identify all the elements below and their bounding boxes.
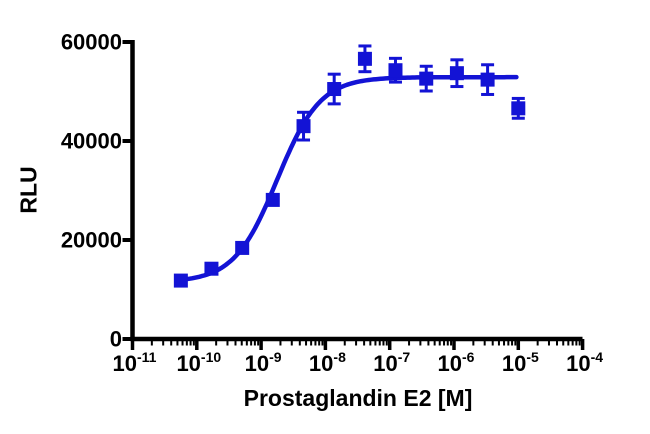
y-tick-label: 20000 [61, 228, 122, 253]
y-axis-title: RLU [15, 166, 42, 214]
x-axis-title: Prostaglandin E2 [M] [243, 385, 473, 411]
x-tick-label: 10-5 [502, 349, 539, 376]
x-tick-label: 10-9 [245, 349, 282, 376]
x-tick-label: 10-7 [373, 349, 410, 376]
x-tick-label: 10-10 [176, 349, 221, 376]
x-tick-label: 10-11 [113, 349, 157, 376]
data-point [204, 261, 219, 276]
data-point [357, 51, 372, 66]
y-tick-label: 40000 [61, 129, 122, 154]
y-tick-label: 0 [110, 327, 122, 352]
x-tick-label: 10-6 [438, 349, 475, 376]
data-point [296, 119, 311, 134]
data-point [388, 63, 403, 78]
fit-curve [175, 74, 519, 283]
data-point [511, 101, 526, 116]
data-point [449, 66, 464, 81]
x-tick-label: 10-8 [309, 349, 346, 376]
data-point [327, 82, 342, 97]
data-point [235, 240, 250, 255]
y-tick-label: 60000 [61, 30, 122, 55]
data-point [419, 71, 434, 86]
data-point [265, 192, 280, 207]
data-point [480, 72, 495, 87]
data-point [173, 273, 188, 288]
x-tick-label: 10-4 [566, 349, 603, 376]
